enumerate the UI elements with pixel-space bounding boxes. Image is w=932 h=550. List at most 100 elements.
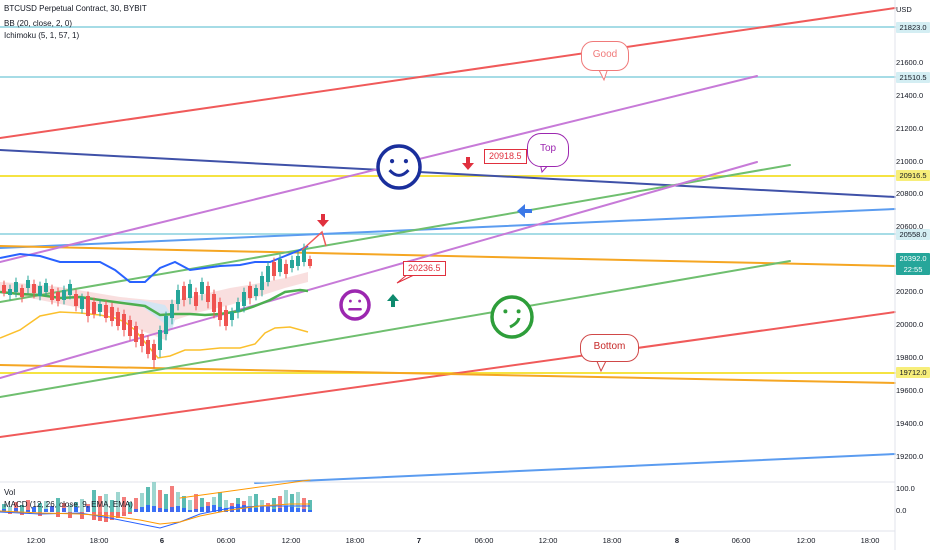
candle-body [98, 304, 102, 312]
macd-bar [152, 506, 156, 512]
candle-body [212, 294, 216, 312]
candle-body [230, 312, 234, 320]
bb-indicator-label[interactable]: BB (20, close, 2, 0) [4, 19, 73, 28]
time-tick: 12:00 [26, 536, 46, 545]
macd-bar [158, 508, 162, 512]
volume-bar [44, 501, 48, 512]
macd-bar [176, 506, 180, 512]
volume-bar [146, 487, 150, 512]
macd-bar [260, 506, 264, 512]
volume-label[interactable]: Vol [4, 488, 16, 497]
time-tick: 8 [674, 536, 680, 545]
macd-bar [14, 508, 18, 512]
price-tick: 19200.0 [896, 452, 924, 461]
price-tick: 20800.0 [896, 189, 924, 198]
chart-title: BTCUSD Perpetual Contract, 30, BYBIT [4, 4, 147, 13]
candle-body [152, 344, 156, 360]
candle-body [158, 330, 162, 350]
smiley-neutral-icon [339, 289, 371, 321]
price-tick: 21200.0 [896, 124, 924, 133]
trend-line-orange-upper [0, 245, 896, 267]
bar-countdown: 22:55 [903, 265, 923, 274]
smiley-confused-icon-eye [503, 309, 508, 314]
candle-body [218, 302, 222, 320]
smiley-confused-icon-mouth [509, 317, 521, 329]
macd-bar [92, 512, 96, 520]
volume-bar [170, 486, 174, 512]
volume-bar [122, 497, 126, 512]
volume-bar [158, 490, 162, 512]
volume-bar [134, 498, 138, 512]
candle-body [188, 284, 192, 298]
macd-bar [248, 507, 252, 512]
arrow-down-icon [462, 163, 474, 170]
ichimoku-indicator-label[interactable]: Ichimoku (5, 1, 57, 1) [4, 31, 80, 40]
candle-body [122, 314, 126, 330]
macd-bar [170, 507, 174, 512]
price-tick: 20600.0 [896, 222, 924, 231]
volume-bar [92, 490, 96, 512]
candle-body [134, 326, 138, 342]
smiley-happy-icon-eye [403, 159, 409, 164]
macd-bar [284, 506, 288, 512]
macd-bar [140, 507, 144, 512]
volume-bar [128, 502, 132, 512]
candle-body [44, 283, 48, 292]
arrow-down-icon [317, 220, 329, 227]
trend-line-purple-lower [0, 161, 758, 379]
macd-bar [254, 508, 258, 512]
candle-body [74, 294, 78, 306]
volume-bar [254, 494, 258, 512]
volume-bar [218, 492, 222, 512]
volume-bar [278, 496, 282, 512]
note-bottom[interactable]: Bottom [580, 334, 639, 362]
candle-body [254, 288, 258, 296]
candle-body [32, 284, 36, 293]
candle-body [68, 284, 72, 295]
trend-line-navy [0, 149, 896, 198]
volume-bar [98, 496, 102, 512]
note-good[interactable]: Good [581, 41, 629, 71]
candle-body [284, 264, 288, 274]
candle-body [14, 282, 18, 292]
candle-body [266, 266, 270, 282]
lower-pane-tick: 0.0 [896, 506, 907, 515]
price-box-21510: 21510.5 [896, 72, 930, 83]
smiley-neutral-icon-eye [358, 299, 362, 303]
volume-bar [110, 500, 114, 512]
projection-path [301, 230, 327, 251]
macd-bar [290, 507, 294, 512]
candle-body [92, 302, 96, 314]
volume-bar [296, 492, 300, 512]
volume-bar [182, 496, 186, 512]
candle-body [104, 305, 108, 318]
macd-label[interactable]: MACD (12, 26, close, 9, EMA, EMA) [4, 500, 133, 509]
volume-bar [2, 504, 6, 512]
price-box-20916: 20916.5 [896, 170, 930, 181]
macd-bar [230, 506, 234, 512]
note-top[interactable]: Top [527, 133, 569, 167]
macd-bar [164, 509, 168, 512]
candle-body [2, 285, 6, 293]
volume-bar [80, 499, 84, 512]
candle-body [8, 289, 12, 295]
macd-bar [134, 509, 138, 512]
volume-bar [56, 498, 60, 512]
time-tick: 18:00 [345, 536, 365, 545]
macd-bar [128, 512, 132, 514]
volume-bar [8, 506, 12, 512]
macd-bar [116, 512, 120, 518]
candle-body [20, 288, 24, 297]
price-tick: 21600.0 [896, 58, 924, 67]
macd-bar [308, 510, 312, 512]
volume-bar [302, 498, 306, 512]
candle-body [224, 310, 228, 326]
price-note-20918[interactable]: 20918.5 [484, 149, 527, 164]
price-note-20236[interactable]: 20236.5 [403, 261, 446, 276]
macd-bar [302, 509, 306, 512]
candle-body [80, 297, 84, 309]
candle-body [242, 292, 246, 306]
candle-body [182, 286, 186, 300]
